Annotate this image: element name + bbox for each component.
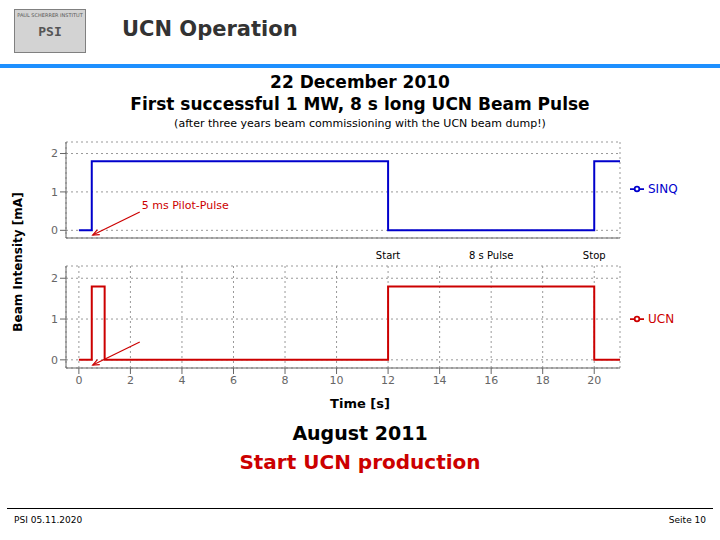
svg-text:4: 4: [178, 374, 185, 387]
svg-text:2: 2: [127, 374, 134, 387]
html-text:August 2011: August 2011: [292, 422, 428, 444]
svg-text:5 ms Pilot-Pulse: 5 ms Pilot-Pulse: [142, 199, 229, 212]
svg-text:18: 18: [536, 374, 550, 387]
svg-text:Stop: Stop: [583, 250, 606, 261]
svg-text:Start: Start: [376, 250, 401, 261]
svg-text:10: 10: [330, 374, 344, 387]
svg-text:12: 12: [381, 374, 395, 387]
html-text:Time [s]: Time [s]: [330, 396, 390, 411]
html-text:UCN: UCN: [648, 311, 675, 326]
html-text:UCN Operation: UCN Operation: [122, 17, 298, 41]
svg-text:0: 0: [51, 354, 58, 367]
html-text:SINQ: SINQ: [648, 181, 678, 196]
svg-text:1: 1: [51, 313, 58, 326]
html-text:Seite 10: Seite 10: [668, 515, 706, 525]
svg-text:8: 8: [282, 374, 289, 387]
svg-text:20: 20: [587, 374, 601, 387]
html-text:PSI 05.11.2020: PSI 05.11.2020: [14, 515, 83, 525]
svg-text:0: 0: [51, 224, 58, 237]
html-text:Beam Intensity [mA]: Beam Intensity [mA]: [11, 192, 25, 332]
svg-text:2: 2: [51, 147, 58, 160]
svg-text:16: 16: [484, 374, 498, 387]
html-text:(after three years beam commis: (after three years beam commissioning wi…: [174, 117, 546, 130]
svg-text:8 s Pulse: 8 s Pulse: [469, 250, 513, 261]
svg-text:0: 0: [75, 374, 82, 387]
html-text:PAUL SCHERRER INSTITUT: PAUL SCHERRER INSTITUT: [17, 12, 83, 18]
svg-text:2: 2: [51, 272, 58, 285]
html-text:First successful 1 MW, 8 s lon: First successful 1 MW, 8 s long UCN Beam…: [130, 94, 590, 114]
html-text:PSI: PSI: [38, 24, 62, 39]
html-text:Start UCN production: Start UCN production: [239, 450, 481, 474]
svg-text:14: 14: [433, 374, 447, 387]
svg-text:6: 6: [230, 374, 237, 387]
html-text:22 December 2010: 22 December 2010: [270, 72, 450, 92]
svg-text:1: 1: [51, 186, 58, 199]
